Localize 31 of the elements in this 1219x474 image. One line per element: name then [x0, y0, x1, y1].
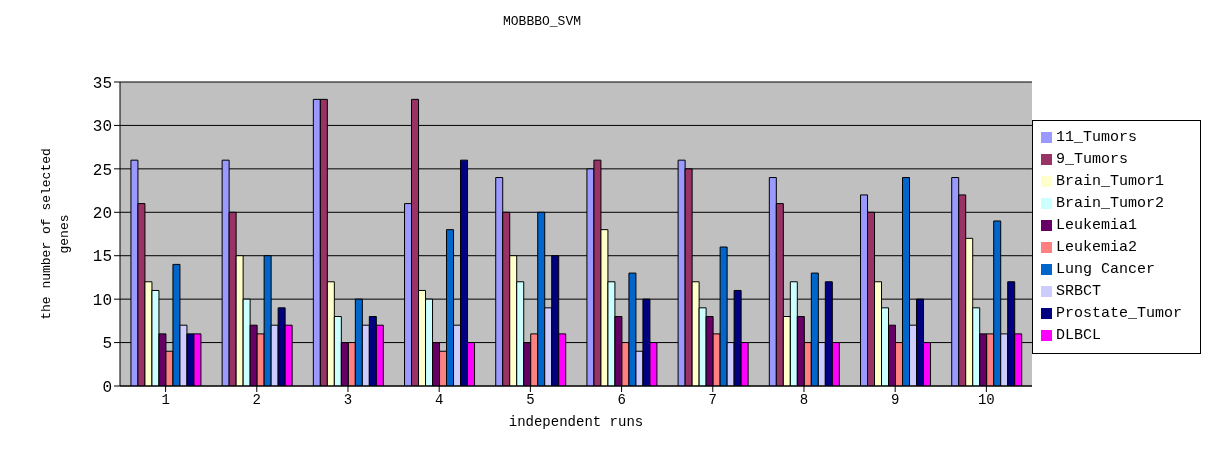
legend-label: Prostate_Tumor	[1055, 305, 1182, 322]
y-tick-label: 5	[102, 335, 112, 354]
x-tick-label: 1	[161, 391, 170, 408]
y-tick-label: 15	[92, 248, 112, 267]
y-tick-label: 0	[102, 378, 112, 397]
x-tick-label: 5	[526, 391, 535, 408]
legend-label: Lung Cancer	[1055, 261, 1155, 278]
x-axis-title: independent runs	[508, 414, 644, 430]
x-tick-label: 10	[977, 391, 995, 408]
y-tick-label: 20	[92, 204, 112, 223]
x-tick-label: 7	[708, 391, 717, 408]
x-tick-label: 4	[434, 391, 444, 408]
x-tick-label: 9	[890, 391, 900, 408]
legend-label: 9_Tumors	[1055, 151, 1128, 168]
y-tick-label: 10	[92, 291, 112, 310]
legend-label: Brain_Tumor1	[1055, 173, 1164, 190]
x-tick-label: 2	[252, 391, 261, 408]
y-axis-title: the number of selected genes	[39, 148, 72, 320]
y-tick-label: 30	[92, 118, 112, 137]
chart-title: MOBBBO_SVM	[502, 14, 582, 29]
legend-label: 11_Tumors	[1055, 129, 1137, 146]
y-tick-label: 25	[92, 161, 112, 180]
y-tick-label: 35	[92, 74, 112, 93]
legend-label: Leukemia2	[1055, 239, 1137, 256]
legend-label: DLBCL	[1055, 327, 1101, 344]
x-tick-label: 8	[799, 391, 809, 408]
legend-label: SRBCT	[1055, 283, 1101, 300]
x-tick-label: 6	[617, 391, 626, 408]
legend-label: Leukemia1	[1055, 217, 1137, 234]
legend-label: Brain_Tumor2	[1055, 195, 1164, 212]
x-tick-label: 3	[343, 391, 353, 408]
